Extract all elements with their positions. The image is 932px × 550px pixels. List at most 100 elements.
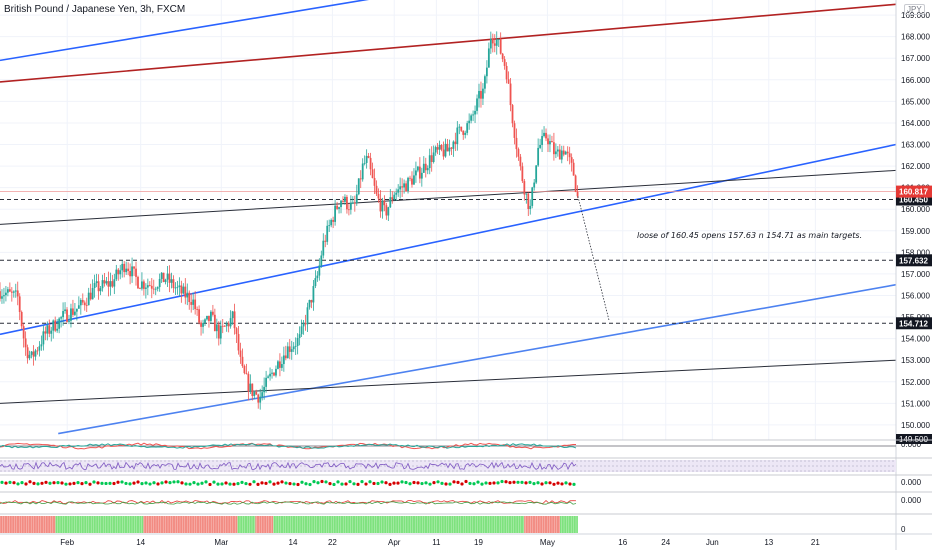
candle-body: [286, 346, 289, 359]
candle-body: [452, 141, 455, 149]
signal-dot: [548, 481, 552, 485]
candle-body: [235, 328, 238, 335]
candle-body: [336, 205, 338, 209]
signal-dot: [136, 480, 140, 484]
candle-body: [89, 292, 92, 300]
candle-body: [273, 372, 275, 376]
signal-dot: [36, 482, 40, 486]
level-price-label: 160.450: [899, 196, 928, 205]
signal-dot: [68, 482, 72, 486]
candle-body: [196, 309, 199, 310]
x-tick-label: 19: [474, 538, 483, 547]
candle-body: [208, 315, 210, 321]
candle-body: [413, 175, 415, 185]
candle-body: [79, 300, 82, 306]
candle-body: [135, 268, 137, 277]
signal-dot: [140, 482, 144, 486]
candle-body: [505, 65, 508, 80]
candle-body: [3, 295, 5, 297]
candle-body: [178, 285, 181, 287]
signal-dot: [568, 482, 572, 486]
trend-line-blue-mid: [0, 143, 897, 336]
candle-body: [545, 132, 547, 139]
currency-badge[interactable]: JPY: [904, 4, 925, 15]
candle-body: [422, 163, 425, 173]
y-tick-label: 153.000: [901, 356, 930, 365]
histogram-block: [55, 516, 144, 533]
candle-body: [363, 162, 366, 164]
projection-arrow[interactable]: [577, 196, 610, 322]
candle-body: [164, 279, 167, 283]
time-axis[interactable]: Feb 14 Mar 14 22 Apr 11 19 May 16 24 Jun 13 21: [0, 533, 932, 547]
signal-dot: [168, 481, 172, 485]
candle-body: [247, 373, 250, 392]
price-axis[interactable]: 150.000151.000152.000153.000154.000155.0…: [895, 0, 932, 550]
signal-dot: [456, 480, 460, 484]
candle-body: [401, 186, 404, 188]
level-price-label: 157.632: [899, 256, 928, 265]
signal-dot: [48, 481, 52, 485]
candle-body: [28, 354, 31, 359]
candle-body: [511, 105, 514, 124]
candle-body: [271, 372, 273, 374]
x-tick-label: Jun: [706, 538, 719, 547]
candle-body: [180, 285, 183, 294]
candle-body: [415, 170, 417, 176]
signal-dot: [172, 480, 176, 484]
candle-body: [497, 39, 500, 40]
signal-dot: [400, 480, 404, 484]
signal-dot: [208, 482, 212, 487]
candle-body: [85, 305, 88, 306]
candle-body: [231, 311, 234, 319]
candle-body: [50, 330, 53, 334]
candle-body: [509, 83, 512, 106]
signal-dot: [220, 482, 224, 486]
candle-body: [373, 177, 376, 186]
indicator-value-label: 0: [901, 525, 906, 534]
signal-dot: [464, 479, 468, 484]
candle-body: [121, 263, 124, 271]
candle-body: [460, 126, 463, 131]
candle-body: [12, 291, 15, 293]
signal-dot: [188, 482, 192, 486]
signal-dot: [20, 481, 24, 485]
candle-body: [60, 317, 63, 319]
trend-lines[interactable]: [0, 0, 897, 435]
candle-body: [213, 314, 216, 332]
candle-body: [113, 279, 116, 287]
candle-body: [553, 142, 555, 155]
level-price-tag: [896, 317, 932, 330]
candle-body: [32, 351, 35, 357]
signal-dot: [396, 481, 400, 485]
candle-body: [332, 219, 335, 222]
candle-body: [257, 394, 260, 403]
trend-line-blue-upper: [0, 0, 370, 62]
signal-dot: [224, 481, 228, 485]
signal-dot: [288, 481, 292, 486]
candle-body: [182, 286, 185, 294]
candle-body: [133, 266, 135, 269]
indicator-value-label: 0.000: [901, 440, 922, 449]
candle-body: [192, 299, 195, 305]
signal-dot: [356, 482, 360, 486]
horizontal-levels[interactable]: [0, 191, 896, 324]
signal-dot: [80, 482, 84, 486]
candle-body: [70, 308, 72, 321]
candle-body: [318, 265, 321, 276]
candle-body: [75, 308, 78, 312]
candle-body: [93, 283, 96, 289]
candle-body: [95, 281, 98, 284]
x-tick-label: Feb: [60, 538, 74, 547]
x-tick-label: 24: [661, 538, 670, 547]
signal-dot: [104, 481, 108, 486]
candle-body: [259, 396, 262, 403]
signal-dot: [24, 482, 28, 486]
candle-body: [221, 325, 224, 327]
candle-body: [491, 38, 494, 44]
candle-body: [233, 311, 236, 329]
candle-body: [265, 377, 268, 387]
signal-dot: [216, 482, 220, 486]
histogram-block: [524, 516, 560, 533]
candle-body: [38, 346, 41, 351]
